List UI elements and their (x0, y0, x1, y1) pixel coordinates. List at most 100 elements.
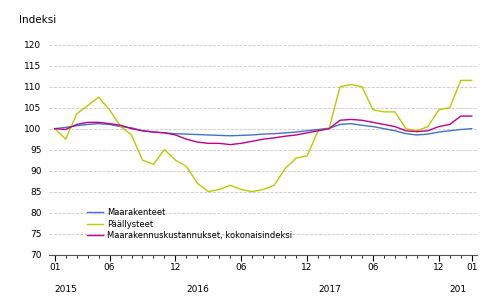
Maarakennuskustannukset, kokonaisindeksi (425, 129, 431, 133)
Päällysteet (249, 190, 255, 193)
Maarakennuskustannukset, kokonaisindeksi (140, 129, 146, 133)
Maarakenteet (128, 126, 134, 130)
Päällysteet (238, 188, 244, 191)
Maarakenteet (118, 125, 123, 128)
Päällysteet (118, 125, 123, 128)
Text: 2016: 2016 (186, 285, 209, 294)
Maarakennuskustannukset, kokonaisindeksi (403, 129, 409, 133)
Maarakennuskustannukset, kokonaisindeksi (337, 118, 343, 122)
Päällysteet (173, 158, 179, 162)
Maarakenteet (425, 132, 431, 136)
Maarakennuskustannukset, kokonaisindeksi (74, 123, 80, 126)
Päällysteet (216, 188, 222, 191)
Maarakennuskustannukset, kokonaisindeksi (205, 142, 211, 145)
Legend: Maarakenteet, Päällysteet, Maarakennuskustannukset, kokonaisindeksi: Maarakenteet, Päällysteet, Maarakennusku… (83, 204, 296, 244)
Maarakenteet (458, 128, 464, 131)
Päällysteet (381, 110, 387, 114)
Maarakenteet (337, 123, 343, 126)
Maarakennuskustannukset, kokonaisindeksi (184, 137, 189, 141)
Maarakenteet (107, 123, 113, 126)
Maarakenteet (326, 126, 332, 130)
Maarakenteet (469, 127, 475, 131)
Maarakennuskustannukset, kokonaisindeksi (348, 118, 354, 121)
Päällysteet (107, 108, 113, 112)
Maarakenteet (194, 133, 200, 136)
Maarakennuskustannukset, kokonaisindeksi (469, 114, 475, 118)
Maarakennuskustannukset, kokonaisindeksi (436, 125, 442, 128)
Maarakennuskustannukset, kokonaisindeksi (271, 136, 277, 140)
Päällysteet (304, 154, 310, 158)
Maarakennuskustannukset, kokonaisindeksi (359, 118, 365, 122)
Text: 2017: 2017 (318, 285, 341, 294)
Maarakenteet (436, 130, 442, 134)
Maarakenteet (359, 124, 365, 127)
Päällysteet (293, 156, 299, 160)
Päällysteet (425, 125, 431, 128)
Maarakenteet (392, 129, 398, 133)
Maarakenteet (249, 133, 255, 137)
Maarakenteet (62, 125, 68, 129)
Maarakenteet (95, 122, 101, 125)
Maarakennuskustannukset, kokonaisindeksi (128, 127, 134, 131)
Maarakennuskustannukset, kokonaisindeksi (227, 143, 233, 146)
Maarakenteet (161, 131, 167, 135)
Maarakennuskustannukset, kokonaisindeksi (414, 130, 420, 133)
Päällysteet (140, 158, 146, 162)
Päällysteet (469, 78, 475, 82)
Päällysteet (403, 127, 409, 131)
Maarakennuskustannukset, kokonaisindeksi (447, 123, 453, 126)
Maarakenteet (271, 132, 277, 135)
Maarakenteet (282, 131, 288, 135)
Maarakennuskustannukset, kokonaisindeksi (381, 123, 387, 126)
Maarakennuskustannukset, kokonaisindeksi (370, 121, 376, 124)
Maarakennuskustannukset, kokonaisindeksi (458, 114, 464, 118)
Maarakennuskustannukset, kokonaisindeksi (216, 142, 222, 145)
Maarakennuskustannukset, kokonaisindeksi (304, 131, 310, 135)
Maarakennuskustannukset, kokonaisindeksi (118, 124, 123, 127)
Maarakennuskustannukset, kokonaisindeksi (293, 133, 299, 137)
Päällysteet (370, 108, 376, 112)
Maarakenteet (447, 129, 453, 133)
Päällysteet (128, 133, 134, 137)
Päällysteet (392, 110, 398, 114)
Maarakennuskustannukset, kokonaisindeksi (173, 133, 179, 137)
Päällysteet (447, 106, 453, 109)
Maarakenteet (184, 132, 189, 136)
Maarakenteet (74, 124, 80, 128)
Maarakenteet (304, 129, 310, 133)
Maarakenteet (293, 130, 299, 134)
Päällysteet (62, 137, 68, 141)
Päällysteet (194, 181, 200, 185)
Maarakennuskustannukset, kokonaisindeksi (95, 121, 101, 124)
Päällysteet (260, 188, 266, 191)
Maarakenteet (381, 127, 387, 131)
Päällysteet (161, 148, 167, 152)
Maarakennuskustannukset, kokonaisindeksi (62, 128, 68, 131)
Line: Maarakenteet: Maarakenteet (55, 124, 472, 136)
Maarakennuskustannukset, kokonaisindeksi (238, 142, 244, 145)
Maarakennuskustannukset, kokonaisindeksi (52, 127, 58, 131)
Päällysteet (85, 104, 91, 107)
Päällysteet (436, 108, 442, 112)
Maarakennuskustannukset, kokonaisindeksi (161, 131, 167, 135)
Line: Päällysteet: Päällysteet (55, 80, 472, 191)
Maarakennuskustannukset, kokonaisindeksi (194, 140, 200, 144)
Maarakennuskustannukset, kokonaisindeksi (249, 139, 255, 143)
Text: Indeksi: Indeksi (19, 15, 57, 25)
Päällysteet (348, 83, 354, 86)
Päällysteet (458, 78, 464, 82)
Maarakenteet (216, 134, 222, 137)
Päällysteet (95, 95, 101, 99)
Maarakennuskustannukset, kokonaisindeksi (392, 125, 398, 128)
Päällysteet (227, 184, 233, 187)
Päällysteet (52, 127, 58, 131)
Päällysteet (184, 165, 189, 168)
Maarakennuskustannukset, kokonaisindeksi (260, 137, 266, 141)
Maarakenteet (140, 129, 146, 133)
Maarakenteet (414, 133, 420, 137)
Päällysteet (326, 127, 332, 131)
Text: 201: 201 (450, 285, 467, 294)
Line: Maarakennuskustannukset, kokonaisindeksi: Maarakennuskustannukset, kokonaisindeksi (55, 116, 472, 145)
Päällysteet (315, 129, 321, 133)
Maarakenteet (151, 130, 156, 134)
